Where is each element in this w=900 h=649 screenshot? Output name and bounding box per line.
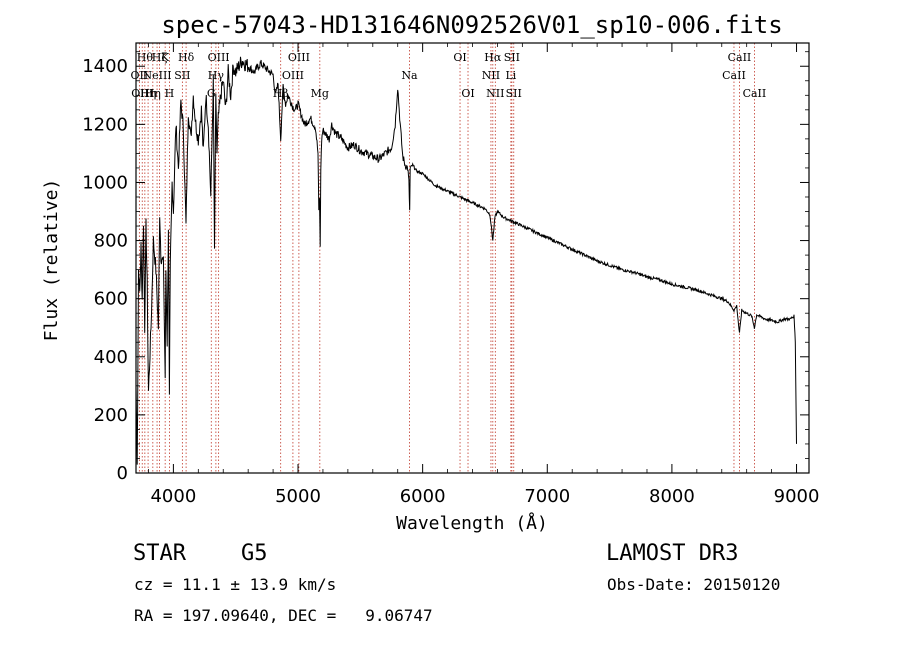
line-label: Li	[505, 69, 516, 82]
line-label: Na	[401, 69, 418, 82]
x-tick-label: 5000	[275, 486, 321, 507]
x-axis-label: Wavelength (Å)	[396, 512, 548, 534]
line-label: OIII	[282, 69, 304, 82]
spectrum-series-line	[135, 56, 797, 465]
line-label: Hη	[145, 87, 161, 100]
spectral-line-markers	[138, 43, 755, 473]
line-label: Hβ	[273, 87, 289, 100]
x-tick-label: 7000	[524, 486, 570, 507]
x-axis: 4000 5000 6000 7000 8000 9000	[148, 43, 819, 507]
y-tick-label: 800	[94, 231, 128, 252]
observation-date: Obs-Date: 20150120	[607, 575, 781, 594]
line-label: OIII	[208, 51, 230, 64]
x-tick-label: 6000	[400, 486, 446, 507]
coordinates: RA = 197.09640, DEC = 9.06747	[134, 606, 433, 625]
line-label: NeIII	[142, 69, 171, 82]
subclass: G5	[241, 541, 268, 566]
y-tick-label: 200	[94, 405, 128, 426]
line-label: SII	[504, 51, 520, 64]
line-label: Hη	[140, 87, 156, 100]
object-class: STAR	[133, 541, 186, 566]
line-label: OIII	[288, 51, 310, 64]
y-tick-label: 600	[94, 289, 128, 310]
chart-title: spec-57043-HD131646N092526V01_sp10-006.f…	[161, 11, 782, 39]
y-tick-label: 1200	[82, 114, 128, 135]
x-tick-label: 9000	[774, 486, 820, 507]
line-label: CaII	[722, 69, 746, 82]
line-label: Mg	[311, 87, 329, 100]
plot-frame	[135, 42, 810, 474]
y-tick-label: 1000	[82, 172, 128, 193]
x-tick-label: 8000	[649, 486, 695, 507]
line-label: Hδ	[178, 51, 195, 64]
y-tick-label: 1400	[82, 56, 128, 77]
line-label: CaII	[728, 51, 752, 64]
y-axis-label: Flux (relative)	[41, 179, 62, 342]
y-tick-label: 0	[117, 463, 128, 484]
line-label: NII	[482, 69, 500, 82]
line-label: NII	[486, 87, 504, 100]
line-label: K	[161, 51, 170, 64]
line-label: H	[165, 87, 175, 100]
line-label: Hζ	[152, 51, 168, 64]
line-label: G	[207, 87, 216, 100]
line-label: CaII	[743, 87, 767, 100]
line-label: OIII	[131, 87, 153, 100]
survey-name: LAMOST DR3	[606, 541, 739, 566]
line-label: Hα	[484, 51, 502, 64]
y-axis: 0 200 400 600 800 1000 1200 1400	[82, 51, 809, 484]
line-label: OII	[131, 69, 149, 82]
line-label: Hθ	[137, 51, 154, 64]
redshift-cz: cz = 11.1 ± 13.9 km/s	[134, 575, 337, 594]
line-label: SII	[506, 87, 522, 100]
y-tick-label: 400	[94, 347, 128, 368]
x-tick-label: 4000	[150, 486, 196, 507]
line-label: OI	[461, 87, 474, 100]
line-label: SII	[174, 69, 190, 82]
line-label: Hγ	[208, 69, 225, 82]
line-label: OI	[453, 51, 466, 64]
